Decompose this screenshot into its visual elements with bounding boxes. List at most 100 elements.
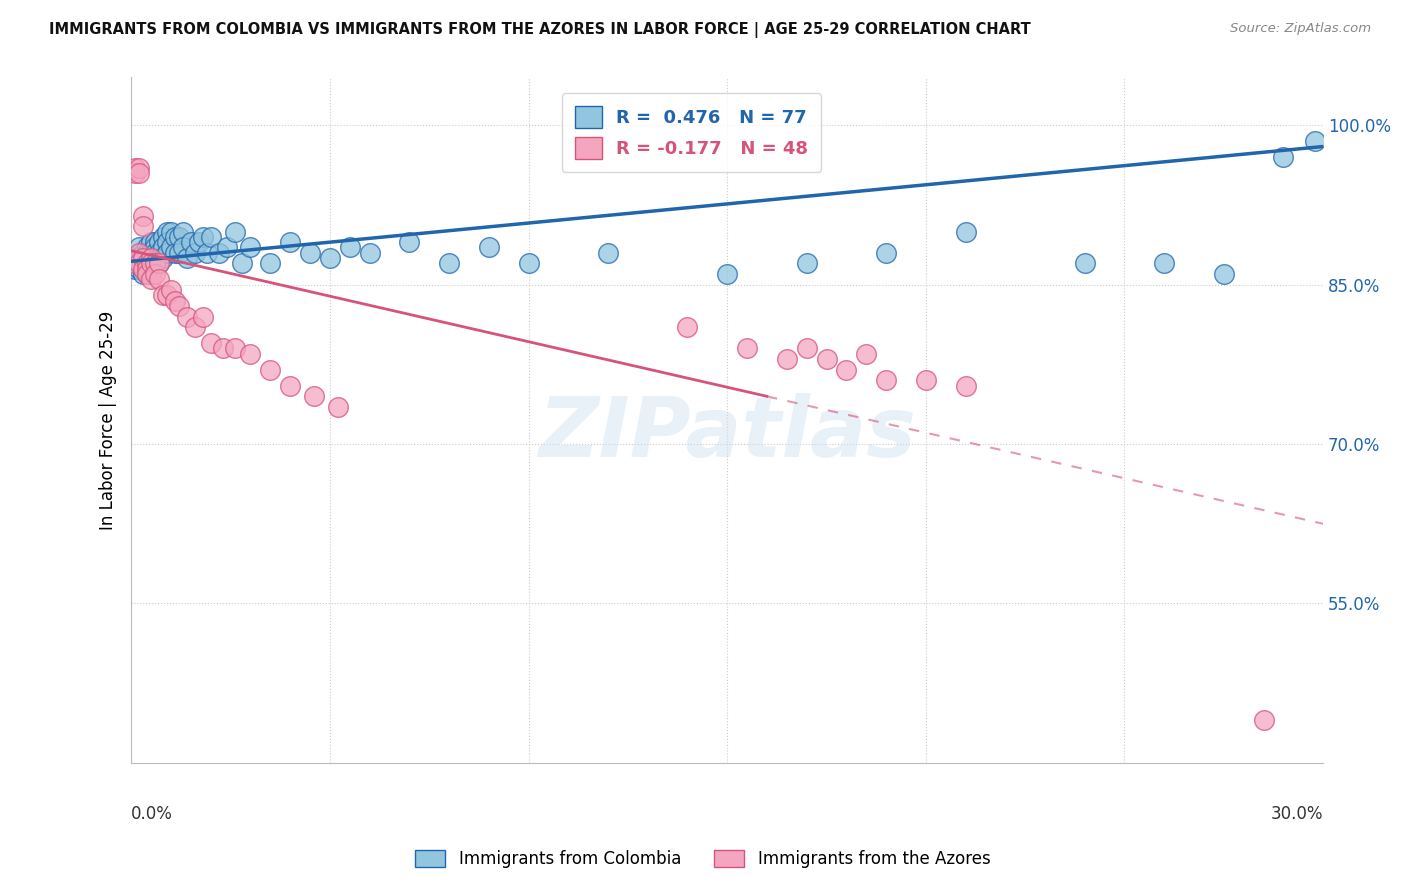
Point (160, 225, 183, 239)
Point (231, 256, 253, 270)
Point (124, 256, 146, 270)
Point (124, 251, 146, 265)
Point (128, 240, 150, 254)
Point (955, 378, 977, 392)
Point (875, 245, 897, 260)
Point (148, 245, 170, 260)
Point (796, 256, 818, 270)
Point (156, 225, 179, 239)
Point (191, 310, 214, 324)
Point (776, 352, 799, 367)
Point (278, 378, 301, 392)
Point (302, 389, 325, 403)
Point (1212, 267, 1234, 281)
Point (955, 225, 977, 239)
Point (835, 362, 858, 376)
Point (326, 400, 349, 414)
Point (156, 235, 179, 249)
Point (914, 373, 936, 387)
Point (132, 267, 155, 281)
Point (152, 288, 174, 302)
Point (167, 230, 190, 244)
Point (136, 267, 159, 281)
Point (128, 251, 150, 265)
Point (152, 240, 174, 254)
Point (163, 230, 186, 244)
Point (139, 256, 162, 270)
Text: 0.0%: 0.0% (131, 805, 173, 823)
Point (139, 251, 162, 265)
Point (132, 251, 155, 265)
Legend: R =  0.476   N = 77, R = -0.177   N = 48: R = 0.476 N = 77, R = -0.177 N = 48 (562, 94, 821, 171)
Point (128, 261, 150, 276)
Point (224, 225, 246, 239)
Point (339, 240, 361, 254)
Point (136, 256, 159, 270)
Point (239, 240, 262, 254)
Point (132, 261, 155, 276)
Point (143, 245, 166, 260)
Point (815, 352, 838, 367)
Point (176, 310, 198, 324)
Point (132, 256, 155, 270)
Point (128, 245, 150, 260)
Point (180, 235, 202, 249)
Point (143, 267, 166, 281)
Point (676, 320, 699, 334)
Point (124, 256, 146, 270)
Point (136, 245, 159, 260)
Text: Source: ZipAtlas.com: Source: ZipAtlas.com (1230, 22, 1371, 36)
Point (855, 347, 877, 361)
Point (359, 245, 381, 260)
Point (208, 245, 231, 260)
Point (143, 235, 166, 249)
Point (211, 342, 233, 356)
Point (136, 251, 159, 265)
Point (1303, 134, 1326, 148)
Point (596, 245, 619, 260)
Point (132, 261, 155, 276)
Point (163, 245, 186, 260)
Point (517, 256, 540, 270)
Point (128, 161, 150, 175)
Point (139, 235, 162, 249)
Point (191, 230, 214, 244)
Point (148, 256, 170, 270)
Point (184, 245, 207, 260)
Point (128, 256, 150, 270)
Point (136, 261, 159, 276)
Point (124, 161, 146, 175)
Point (128, 256, 150, 270)
Point (1153, 256, 1175, 270)
Point (1253, 714, 1275, 728)
Point (259, 362, 281, 376)
Point (195, 245, 218, 260)
Point (139, 256, 162, 270)
Point (875, 373, 897, 387)
Point (136, 267, 159, 281)
Point (259, 256, 281, 270)
Point (224, 342, 246, 356)
Point (132, 209, 155, 223)
Point (139, 245, 162, 260)
Point (167, 245, 190, 260)
Point (139, 267, 162, 281)
Point (160, 240, 183, 254)
Point (187, 235, 209, 249)
Point (132, 245, 155, 260)
Point (478, 240, 501, 254)
Point (278, 235, 301, 249)
Point (152, 251, 174, 265)
Point (172, 240, 194, 254)
Point (172, 225, 194, 239)
Point (124, 261, 146, 276)
Point (152, 230, 174, 244)
Point (796, 342, 818, 356)
Point (136, 256, 159, 270)
Point (148, 256, 170, 270)
Point (132, 219, 155, 234)
Point (156, 245, 179, 260)
Point (143, 240, 166, 254)
Text: ZIPatlas: ZIPatlas (538, 393, 917, 475)
Point (239, 347, 262, 361)
